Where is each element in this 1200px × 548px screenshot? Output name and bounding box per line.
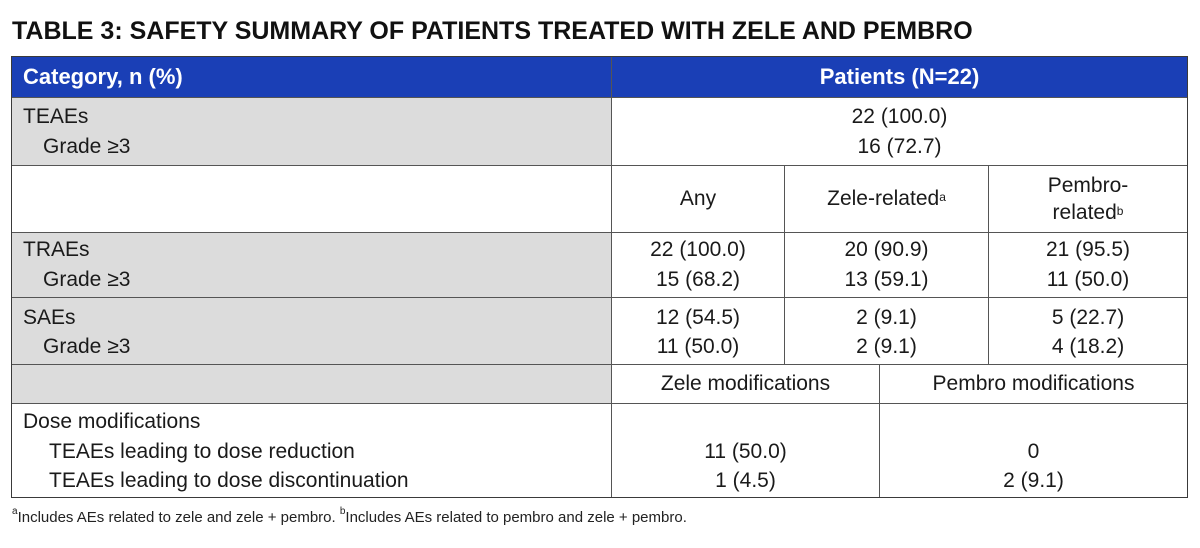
pembro-dose-discontinuation-value: 2 (9.1) — [1003, 469, 1064, 492]
traes-label: TRAEs — [23, 238, 90, 261]
saes-grade-label: Grade ≥3 — [43, 335, 131, 358]
saes-any-grade-value: 11 (50.0) — [656, 335, 740, 358]
safety-summary-table: Category, n (%) Patients (N=22) TEAEs Gr… — [11, 56, 1188, 498]
traes-zele-value: 20 (90.9) — [844, 238, 929, 261]
row-divider — [12, 97, 1187, 98]
traes-grade-label: Grade ≥3 — [43, 268, 131, 291]
table-header-row — [12, 57, 1187, 97]
saes-any-value: 12 (54.5) — [655, 306, 741, 329]
traes-pembro-grade-value: 11 (50.0) — [1046, 268, 1130, 291]
traes-any-grade-value: 15 (68.2) — [655, 268, 741, 291]
saes-pembro-grade-value: 4 (18.2) — [1051, 335, 1125, 358]
pembro-related-column-header-line1: Pembro- — [1047, 174, 1129, 197]
dose-modifications-label: Dose modifications — [23, 410, 201, 433]
zele-dose-discontinuation-value: 1 (4.5) — [715, 469, 776, 492]
footnote-a-text: Includes AEs related to zele and zele + … — [17, 509, 340, 526]
pembro-modifications-header: Pembro modifications — [932, 372, 1135, 395]
row-divider — [12, 165, 1187, 166]
traes-zele-grade-value: 13 (59.1) — [844, 268, 929, 291]
table-title: TABLE 3: SAFETY SUMMARY OF PATIENTS TREA… — [12, 17, 973, 45]
pembro-dose-reduction-value: 0 — [1027, 440, 1040, 463]
traes-any-value: 22 (100.0) — [650, 238, 746, 261]
row-divider — [12, 232, 1187, 233]
footnote-a-marker: a — [939, 190, 946, 204]
pembro-related-column-header-line2: relatedb — [989, 198, 1187, 228]
footnote-b-text: Includes AEs related to pembro and zele … — [345, 509, 687, 526]
footnote-b-mark: b — [339, 506, 346, 517]
footnote-b-marker: b — [1116, 204, 1124, 218]
zele-dose-reduction-value: 11 (50.0) — [704, 440, 787, 463]
teaes-grade-value: 16 (72.7) — [857, 135, 942, 158]
column-divider — [611, 57, 612, 497]
pembro-related-label: related — [1052, 201, 1117, 224]
row-divider — [12, 403, 1187, 404]
saes-label: SAEs — [23, 306, 76, 329]
teaes-grade-label: Grade ≥3 — [43, 135, 131, 158]
patients-header: Patients (N=22) — [819, 64, 980, 89]
category-header: Category, n (%) — [23, 64, 183, 89]
traes-pembro-value: 21 (95.5) — [1045, 238, 1131, 261]
teaes-label: TEAEs — [23, 105, 89, 128]
dose-discontinuation-label: TEAEs leading to dose discontinuation — [49, 469, 409, 492]
traes-row-background — [12, 232, 611, 297]
table-footnote: aIncludes AEs related to zele and zele +… — [12, 506, 687, 526]
saes-zele-value: 2 (9.1) — [856, 306, 917, 329]
dose-reduction-label: TEAEs leading to dose reduction — [49, 440, 355, 463]
row-divider — [12, 297, 1187, 298]
saes-zele-grade-value: 2 (9.1) — [856, 335, 917, 358]
zele-modifications-header: Zele modifications — [660, 372, 831, 395]
any-column-header: Any — [679, 187, 717, 210]
column-divider — [879, 364, 880, 497]
zele-related-label: Zele-related — [827, 187, 940, 210]
teaes-value: 22 (100.0) — [851, 105, 948, 128]
saes-pembro-value: 5 (22.7) — [1051, 306, 1125, 329]
column-divider — [988, 165, 989, 364]
zele-related-column-header: Zele-relateda — [785, 184, 988, 214]
footnote-a-mark: a — [12, 506, 18, 517]
teaes-row-background — [12, 97, 611, 165]
modifications-header-background — [12, 364, 611, 403]
saes-row-background — [12, 297, 611, 364]
row-divider — [12, 364, 1187, 365]
column-divider — [784, 165, 785, 364]
